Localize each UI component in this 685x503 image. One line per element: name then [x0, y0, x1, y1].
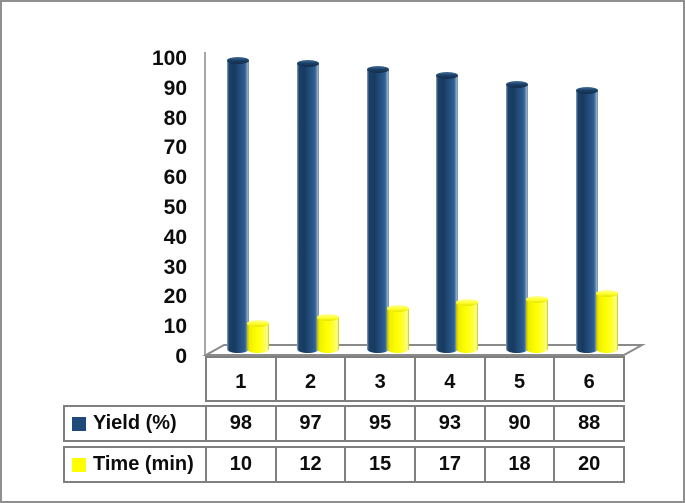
time-bar-cylinder [596, 293, 619, 353]
time-bar-cylinder [456, 302, 479, 353]
y-tick-label: 40 [163, 225, 187, 249]
category-label: 4 [414, 358, 484, 400]
yield-bar-cylinder-top [296, 60, 319, 68]
time-series-marker [72, 457, 86, 472]
yield-bar-cylinder [436, 75, 459, 353]
time-bar-cylinder [386, 308, 409, 353]
category-label: 6 [553, 358, 623, 400]
y-tick-label: 70 [163, 136, 187, 160]
value-cell: 12 [274, 448, 345, 481]
y-tick-label: 90 [163, 76, 187, 100]
value-cell: 88 [553, 407, 623, 440]
y-tick-label: 20 [163, 285, 187, 309]
category-label: 1 [235, 371, 247, 393]
yield-bar-cylinder-top [506, 81, 529, 89]
y-tick-label: 0 [175, 345, 187, 368]
y-tick-label: 30 [163, 255, 187, 279]
time-bar-cylinder [526, 299, 549, 353]
yield-bar-cylinder [366, 69, 389, 353]
time-bar-cylinder-top [526, 295, 549, 303]
y-tick-label: 10 [163, 315, 187, 339]
yield-bar-cylinder [226, 60, 249, 353]
time-bar-cylinder [316, 317, 339, 353]
category-label: 3 [344, 358, 414, 400]
series-name-label: Time (min) [93, 453, 194, 475]
time-bar-cylinder-top [456, 298, 479, 306]
time-bar-cylinder-top [596, 289, 619, 297]
value-cell: 90 [483, 407, 554, 440]
yield-bar-cylinder-top [576, 87, 599, 95]
value-cell: 97 [274, 407, 345, 440]
yield-bar-cylinder-top [436, 72, 459, 80]
y-tick-label: 80 [163, 106, 187, 130]
yield-bar-cylinder [576, 90, 599, 353]
yield-bar-cylinder [506, 84, 529, 353]
legend-cell: Time (min) [65, 448, 205, 481]
table-row-time: Time (min) 10 12 15 17 18 20 [63, 446, 625, 483]
value-cell: 93 [414, 407, 484, 440]
series-name-label: Yield (%) [93, 412, 177, 434]
value-cell: 17 [414, 448, 484, 481]
legend-cell: Yield (%) [65, 407, 205, 440]
yield-series-marker [72, 416, 86, 431]
yield-bar-cylinder-top [366, 66, 389, 74]
y-tick-label: 50 [163, 196, 187, 219]
value-cell: 10 [205, 448, 275, 481]
value-cell: 15 [344, 448, 414, 481]
time-bar-cylinder-top [316, 313, 339, 321]
time-bar-cylinder [246, 323, 269, 353]
value-cell: 95 [344, 407, 414, 440]
category-label: 2 [274, 358, 345, 400]
table-row-yield: Yield (%) 98 97 95 93 90 88 [63, 405, 625, 442]
category-label: 5 [483, 358, 554, 400]
y-tick-label: 100 [151, 47, 187, 70]
value-cell: 20 [553, 448, 623, 481]
value-cell: 98 [205, 407, 275, 440]
yield-bar-cylinder-top [226, 57, 249, 65]
value-cell: 18 [483, 448, 554, 481]
time-bar-cylinder-top [386, 304, 409, 312]
time-bar-cylinder-top [246, 319, 269, 327]
yield-bar-cylinder [296, 63, 319, 353]
y-tick-label: 60 [163, 166, 187, 190]
